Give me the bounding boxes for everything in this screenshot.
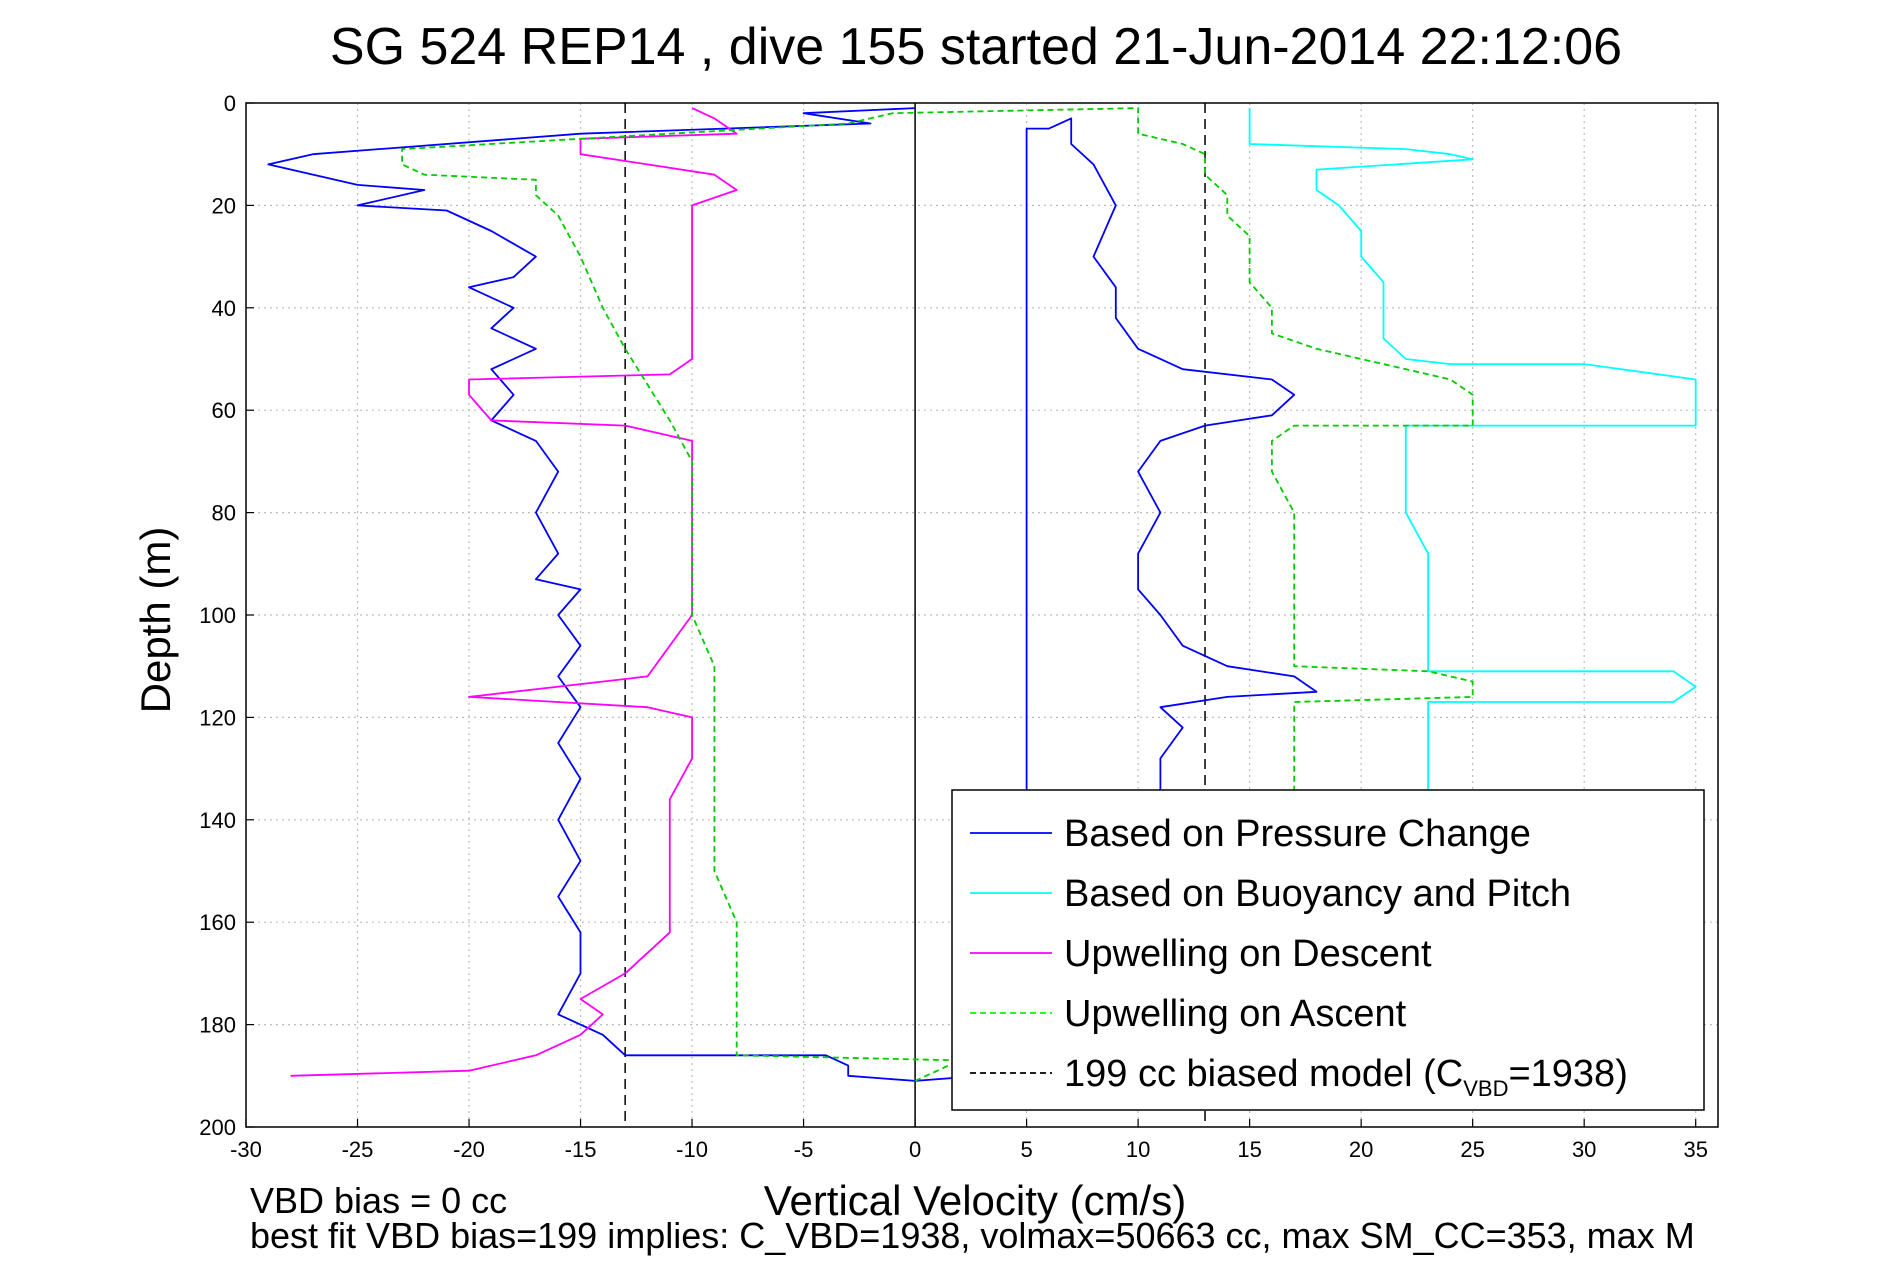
x-tick-label: -25 [342,1137,374,1162]
y-tick-label: 60 [212,398,236,423]
x-tick-label: 20 [1349,1137,1373,1162]
x-tick-label: 5 [1020,1137,1032,1162]
y-axis-label: Depth (m) [132,527,179,714]
legend-entry-label: Based on Buoyancy and Pitch [1064,873,1571,915]
legend-entry-label: 199 cc biased model (CVBD=1938) [1064,1053,1628,1101]
x-tick-label: 10 [1126,1137,1150,1162]
x-tick-label: 15 [1237,1137,1261,1162]
y-tick-label: 140 [199,808,236,833]
x-tick-label: 25 [1460,1137,1484,1162]
y-tick-label: 180 [199,1013,236,1038]
y-tick-label: 0 [224,91,236,116]
y-tick-label: 40 [212,296,236,321]
series-line [401,107,1474,1082]
y-tick-label: 200 [199,1115,236,1140]
x-tick-label: -5 [794,1137,814,1162]
vbd-bias-note: VBD bias = 0 cc [250,1180,507,1221]
best-fit-note: best fit VBD bias=199 implies: C_VBD=193… [250,1215,1695,1256]
x-tick-label: 0 [909,1137,921,1162]
x-tick-label: -20 [453,1137,485,1162]
legend-entry-label: Upwelling on Descent [1064,933,1432,975]
y-tick-label: 100 [199,603,236,628]
legend-entry-label: Based on Pressure Change [1064,813,1531,855]
x-tick-label: 30 [1572,1137,1596,1162]
x-tick-label: -30 [230,1137,262,1162]
y-tick-label: 20 [212,193,236,218]
y-tick-label: 80 [212,501,236,526]
series-line [267,107,1318,1082]
x-axis-label: Vertical Velocity (cm/s) [764,1177,1186,1224]
x-tick-label: -15 [565,1137,597,1162]
legend-box [951,789,1705,1111]
chart-title: SG 524 REP14 , dive 155 started 21-Jun-2… [330,18,1622,76]
legend-entry-label: Upwelling on Ascent [1064,993,1407,1035]
series-line [1248,108,1697,1076]
y-tick-label: 160 [199,910,236,935]
y-tick-label: 120 [199,705,236,730]
x-tick-label: -10 [676,1137,708,1162]
legend: Based on Pressure Change Based on Buoyanc… [951,789,1705,1111]
x-tick-label: 35 [1683,1137,1707,1162]
